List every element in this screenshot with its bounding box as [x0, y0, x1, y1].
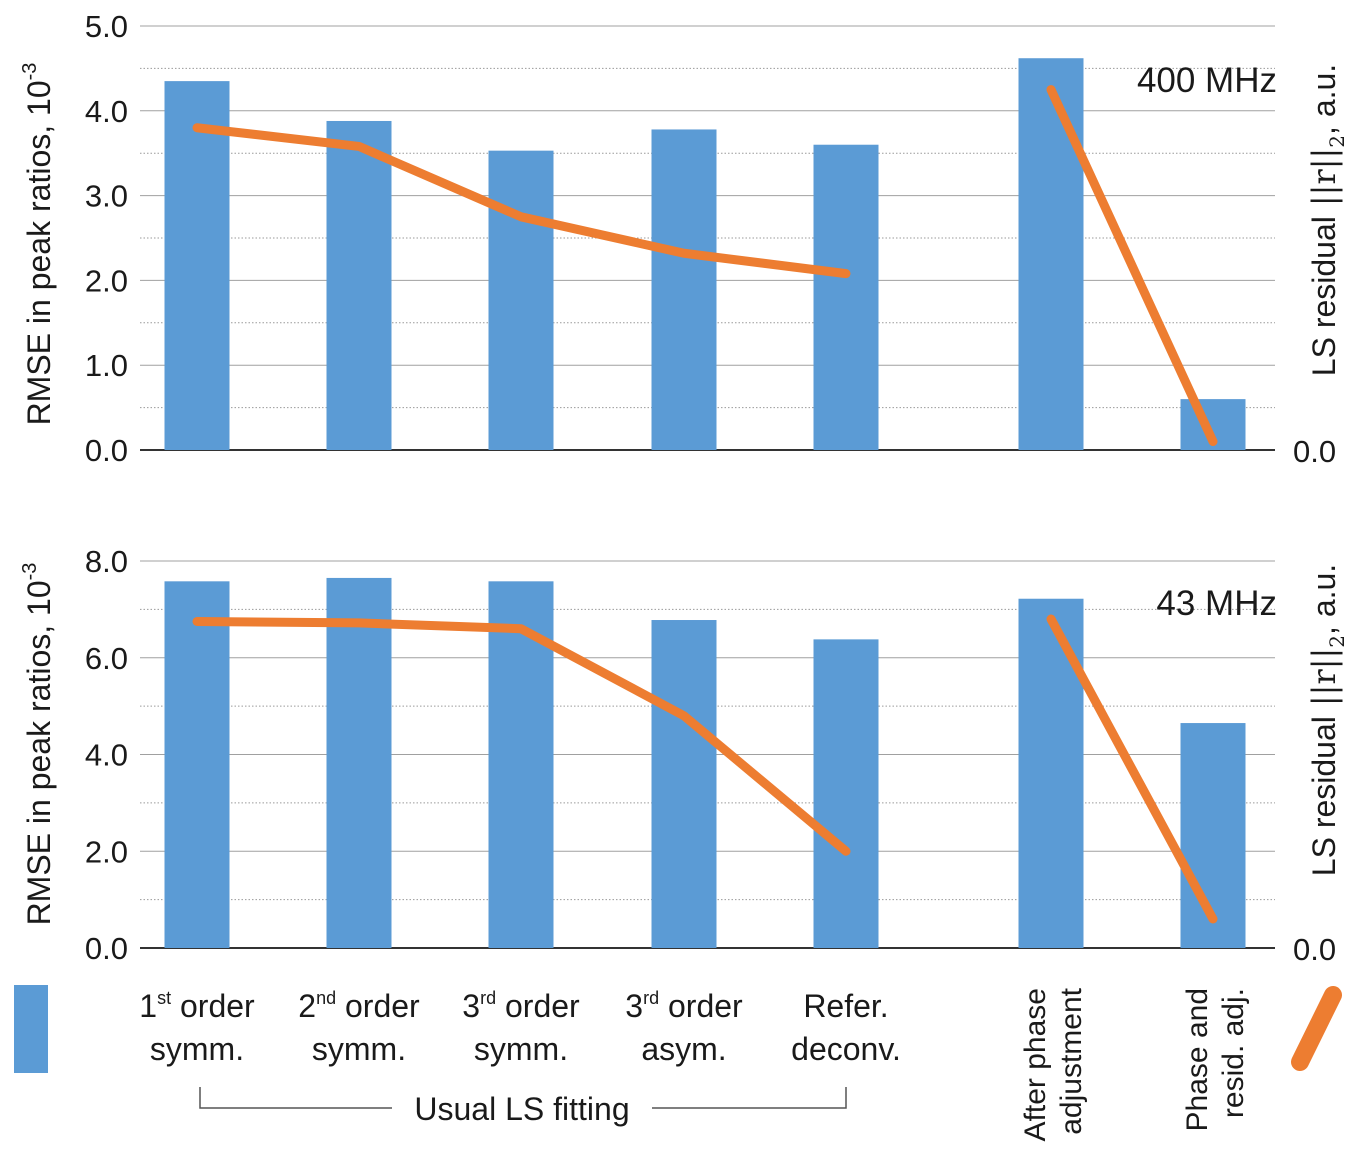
line-series: [192, 85, 1218, 447]
frequency-annotation: 43 MHz: [1156, 584, 1277, 623]
y-tick-label: 5.0: [85, 9, 128, 44]
y-tick-labels: 0.0 1.0 2.0 3.0 4.0 5.0: [85, 9, 128, 468]
x-tick-label-line2: asym.: [641, 1031, 726, 1067]
y-tick-label: 3.0: [85, 179, 128, 214]
x-tick-label-rotated-line1: After phase: [1019, 988, 1052, 1141]
bar: [651, 620, 717, 948]
legend-line-swatch: [1291, 986, 1342, 1071]
x-tick-label-line1: 2nd order: [298, 988, 420, 1024]
y-tick-label: 4.0: [85, 94, 128, 129]
x-tick-label-line1: 3rd order: [625, 988, 743, 1024]
line-series: [192, 614, 1218, 924]
bar: [164, 581, 230, 948]
chart-panel-43mhz: 0.0 2.0 4.0 6.0 8.0 43 MHz RMSE in peak rati…: [19, 544, 1348, 967]
x-tick-label-rotated-line2: adjustment: [1055, 987, 1088, 1134]
x-tick-label-line1: Refer.: [803, 988, 888, 1024]
y-tick-label: 4.0: [85, 738, 128, 773]
bar: [813, 639, 879, 948]
bar: [488, 150, 554, 450]
y-tick-label: 0.0: [85, 931, 128, 966]
legend-bar-swatch: [14, 985, 48, 1073]
x-tick-label-rotated-line2: resid. adj.: [1217, 988, 1250, 1118]
x-tick-label-line2: symm.: [150, 1031, 244, 1067]
bar: [326, 577, 392, 948]
y-tick-label: 2.0: [85, 834, 128, 869]
residual-line: [1046, 614, 1218, 924]
bar: [651, 129, 717, 450]
residual-line: [1046, 85, 1218, 447]
x-tick-label-line1: 1st order: [139, 988, 255, 1024]
right-axis-tick-label: 0.0: [1293, 932, 1336, 967]
y-tick-label: 2.0: [85, 263, 128, 298]
x-tick-label-line1: 3rd order: [462, 988, 580, 1024]
bar-series: [164, 58, 1246, 451]
frequency-annotation: 400 MHz: [1137, 61, 1277, 100]
residual-line: [192, 123, 851, 279]
chart-panel-400mhz: 0.0 1.0 2.0 3.0 4.0 5.0 400 MHz RMSE in peak …: [19, 9, 1348, 469]
y-axis-label-right: LS residual||r||2, a.u.: [1305, 64, 1348, 376]
y-tick-label: 1.0: [85, 348, 128, 383]
residual-line: [192, 616, 851, 856]
x-tick-label-line2: deconv.: [791, 1031, 901, 1067]
x-tick-label-line2: symm.: [312, 1031, 406, 1067]
x-tick-label-rotated-line1: Phase and: [1181, 988, 1214, 1131]
y-axis-label-left: RMSE in peak ratios, 10-3: [19, 563, 57, 926]
y-tick-label: 0.0: [85, 433, 128, 468]
y-tick-labels: 0.0 2.0 4.0 6.0 8.0: [85, 544, 128, 966]
bar-series: [164, 577, 1246, 948]
bar: [164, 81, 230, 451]
group-bracket-label: Usual LS fitting: [414, 1091, 629, 1127]
bar: [326, 120, 392, 450]
x-tick-label-line2: symm.: [474, 1031, 568, 1067]
y-tick-label: 6.0: [85, 641, 128, 676]
bar: [813, 144, 879, 450]
bar: [1018, 598, 1084, 948]
y-tick-label: 8.0: [85, 544, 128, 579]
bar: [1018, 58, 1084, 450]
y-axis-label-left: RMSE in peak ratios, 10-3: [19, 63, 57, 426]
x-axis-labels: 1st order symm. 2nd order symm. 3rd order sym…: [139, 987, 1250, 1141]
y-axis-label-right: LS residual||r||2, a.u.: [1305, 564, 1348, 876]
right-axis-tick-label: 0.0: [1293, 434, 1336, 469]
group-bracket: [199, 1087, 847, 1109]
